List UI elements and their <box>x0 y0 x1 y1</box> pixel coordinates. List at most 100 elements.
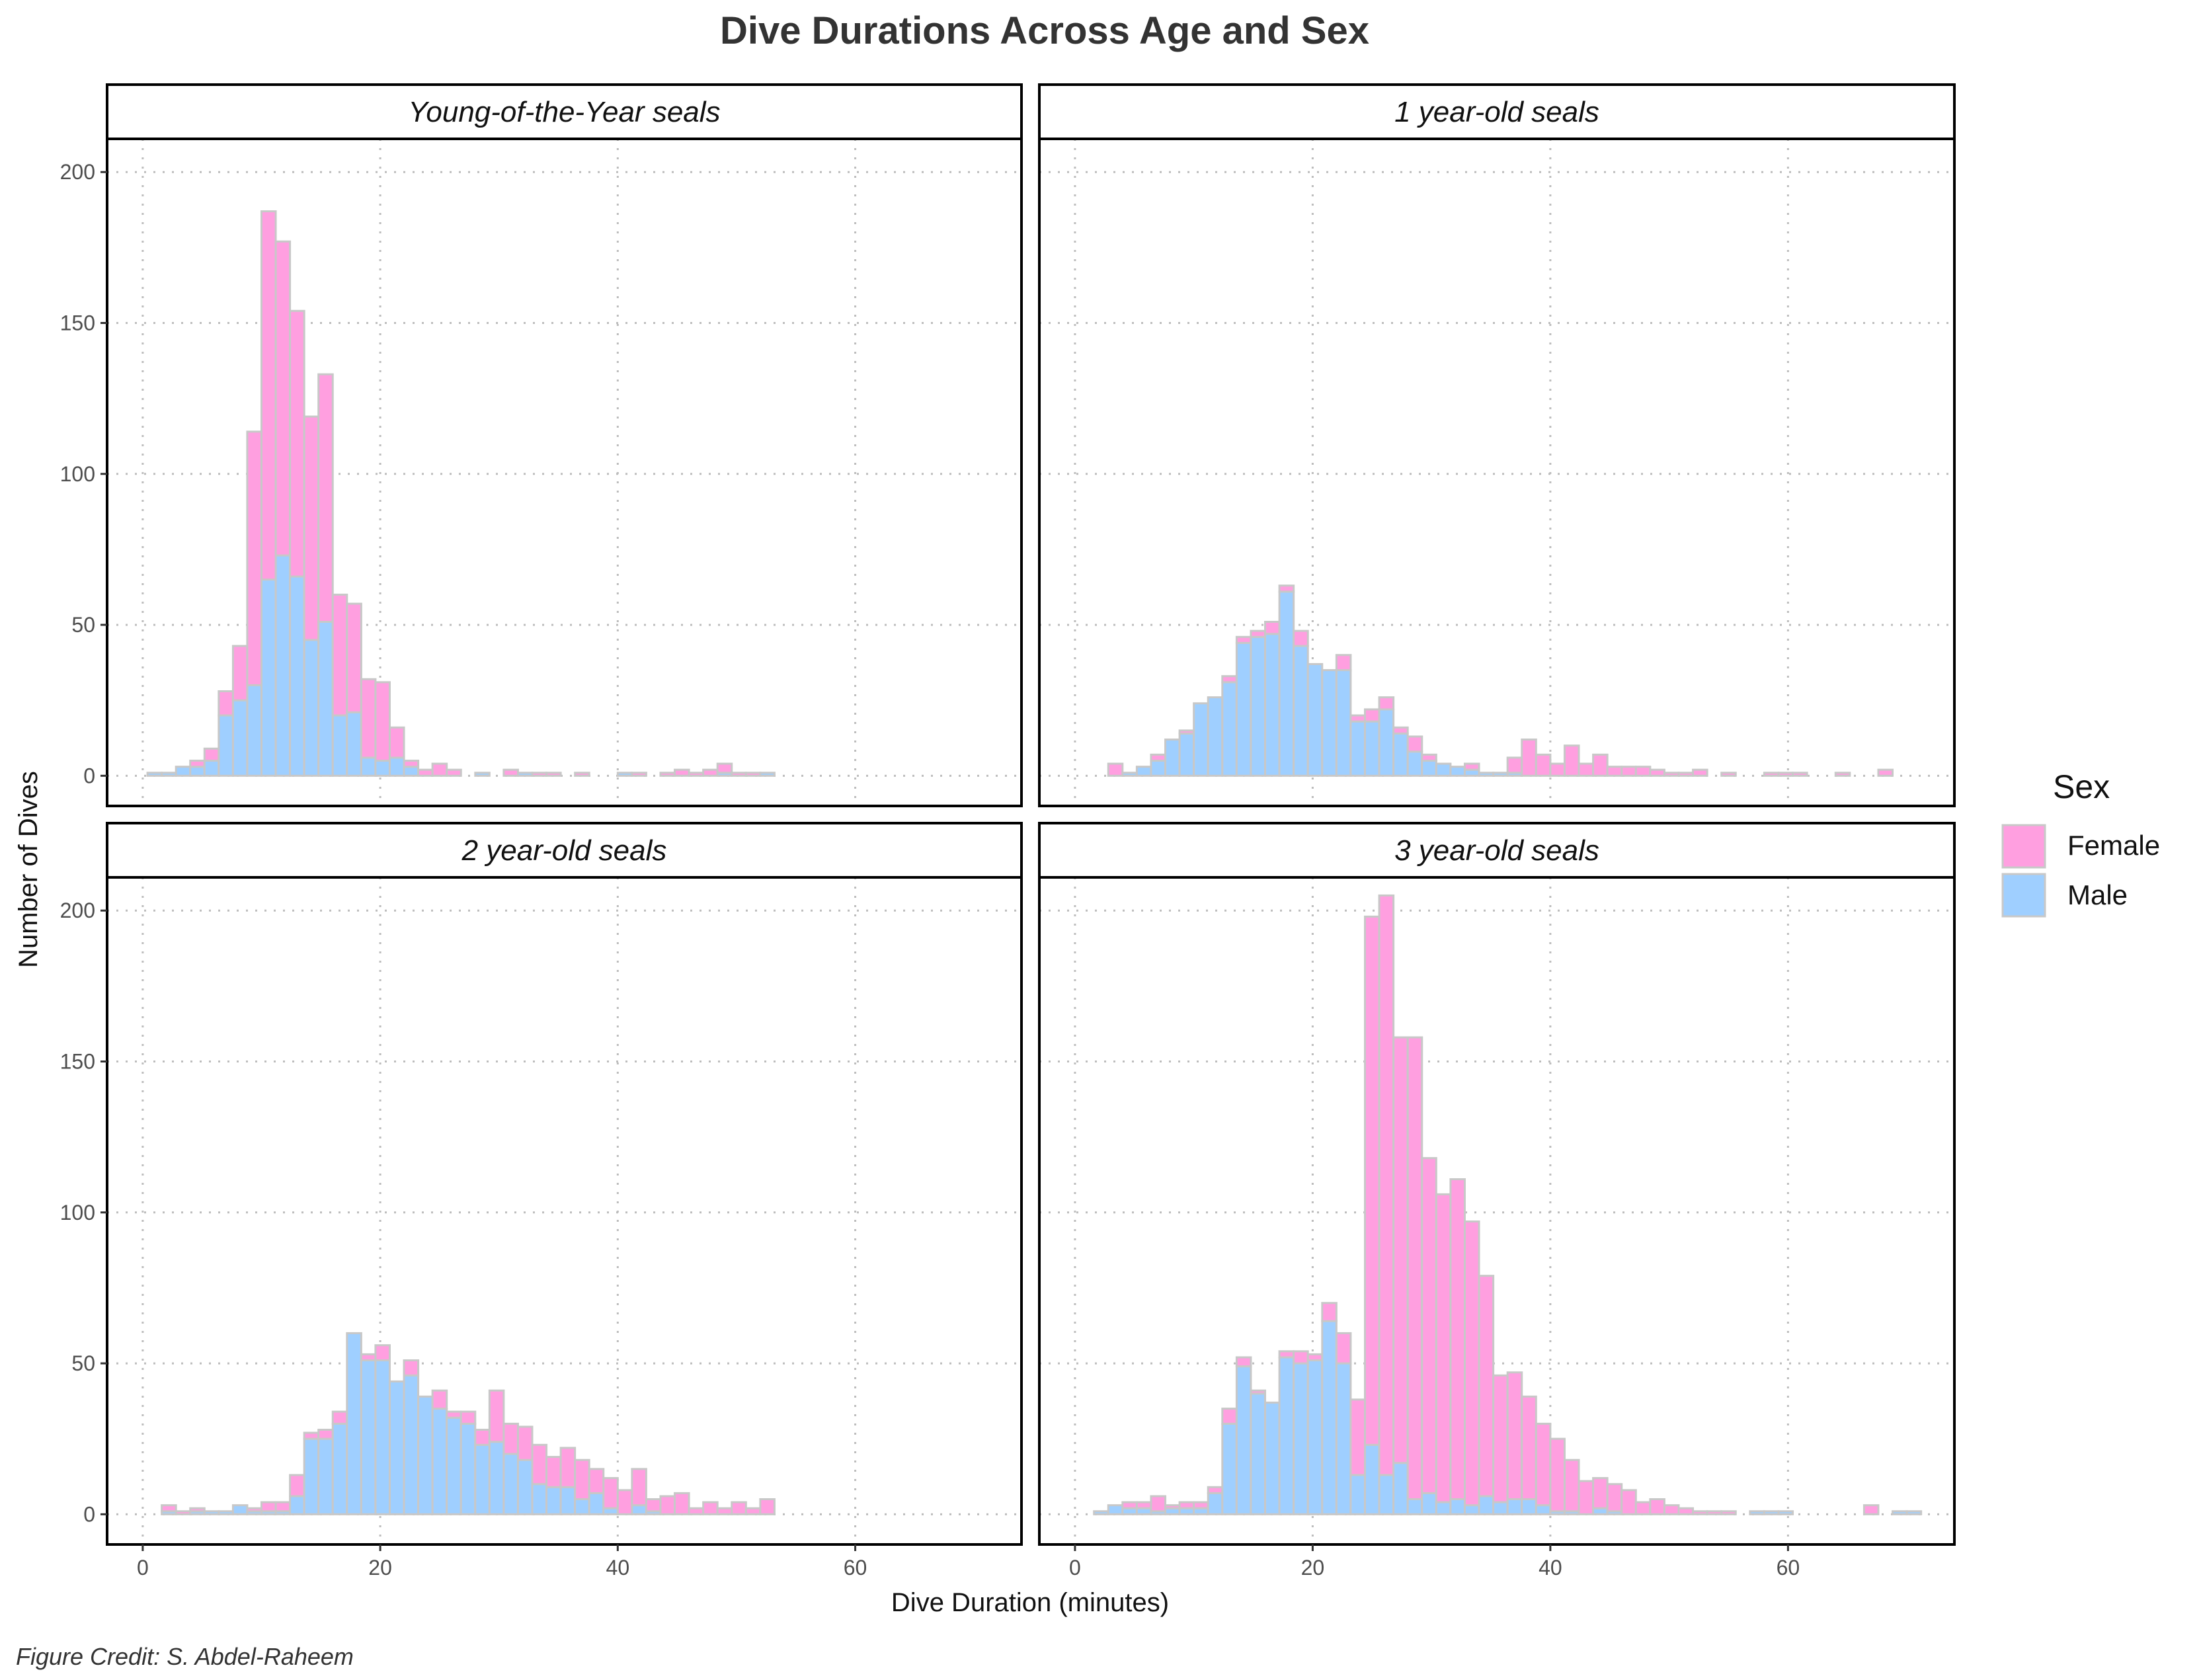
y-tick-label: 150 <box>60 1050 95 1074</box>
facet-panel: Young-of-the-Year seals <box>106 83 1023 807</box>
facet-panel: 3 year-old seals <box>1038 822 1956 1546</box>
bar-female <box>731 772 747 777</box>
bar-male <box>1178 732 1195 777</box>
bar-male <box>1193 702 1209 777</box>
bar-male <box>331 1422 348 1515</box>
bar-female <box>360 1353 377 1361</box>
bar-female <box>1221 675 1238 684</box>
bar-female <box>1634 766 1652 777</box>
bar-male <box>1392 732 1409 777</box>
bar-male <box>1349 720 1366 777</box>
bar-female <box>303 415 320 641</box>
bar-female <box>1535 753 1552 777</box>
bar-male <box>203 1510 220 1515</box>
bar-female <box>1578 762 1595 777</box>
bar-male <box>289 575 305 777</box>
bar-female <box>744 1507 762 1515</box>
bar-female <box>1563 744 1580 777</box>
bar-female <box>1278 584 1295 593</box>
bar-male <box>1135 766 1152 777</box>
bar-female <box>1207 1486 1224 1494</box>
legend-key-male <box>2001 873 2046 918</box>
bar-male <box>1492 772 1509 777</box>
bar-female <box>1592 1477 1609 1509</box>
bar-female <box>1221 1408 1238 1425</box>
facet-strip-label: Young-of-the-Year seals <box>408 96 720 128</box>
bar-male <box>1506 1498 1523 1515</box>
bar-male <box>631 1504 647 1515</box>
bar-female <box>502 768 519 777</box>
bar-female <box>360 678 377 759</box>
bar-male <box>317 1437 334 1515</box>
bar-female <box>1235 1356 1252 1368</box>
bar-female <box>189 1507 206 1513</box>
bar-female <box>1834 772 1851 777</box>
bar-female <box>260 210 277 581</box>
bar-male <box>317 620 334 777</box>
bar-female <box>1264 620 1281 635</box>
x-tick-label: 60 <box>1777 1556 1800 1580</box>
bar-female <box>1178 729 1195 735</box>
bar-female <box>1335 1332 1352 1365</box>
y-axis: 0 50 100 150 200 0 50 100 150 200 <box>60 160 107 1526</box>
bar-male <box>1221 1422 1238 1515</box>
bar-male <box>1363 720 1381 777</box>
bar-male <box>346 711 362 777</box>
legend-label-male: Male <box>2067 879 2128 910</box>
bar-female <box>1392 726 1409 735</box>
bar-female <box>616 1489 633 1515</box>
bar-female <box>688 772 705 777</box>
facet-panel: 1 year-old seals <box>1038 83 1956 807</box>
bar-female <box>1706 1510 1723 1515</box>
bar-male <box>516 1459 534 1515</box>
bar-male <box>1093 1510 1109 1515</box>
bar-female <box>1164 1504 1181 1509</box>
bar-female <box>1463 1220 1480 1507</box>
bar-male <box>488 1441 505 1515</box>
bar-female <box>1549 1437 1566 1513</box>
bar-female <box>744 772 762 777</box>
bar-female <box>1720 1510 1737 1515</box>
bar-male <box>274 554 292 777</box>
bar-female <box>574 772 590 777</box>
bar-male <box>574 1498 590 1515</box>
bar-male <box>1321 1320 1338 1515</box>
bar-female <box>1150 1495 1167 1513</box>
bar-female <box>1349 1398 1366 1476</box>
bar-male <box>1892 1510 1908 1515</box>
legend-key-female <box>2001 824 2046 869</box>
bar-male <box>1378 1474 1395 1515</box>
bar-male <box>1392 1462 1409 1515</box>
y-tick-label: 50 <box>71 613 95 637</box>
bar-male <box>203 760 220 777</box>
x-tick-label: 60 <box>844 1556 867 1580</box>
bar-male <box>431 1408 448 1515</box>
y-tick-label: 100 <box>60 462 95 486</box>
y-tick-label: 150 <box>60 311 95 335</box>
bar-male <box>1121 772 1138 777</box>
bar-female <box>1777 772 1794 777</box>
bar-male <box>403 1374 420 1515</box>
bar-female <box>346 602 362 713</box>
bar-male <box>474 772 491 777</box>
bar-female <box>559 1447 577 1488</box>
bar-male <box>1435 762 1452 777</box>
bar-female <box>1250 1389 1267 1395</box>
bar-male <box>516 772 534 777</box>
bar-female <box>374 1344 391 1361</box>
bar-female <box>1621 766 1637 777</box>
bar-male <box>1335 669 1352 777</box>
x-tick-label: 20 <box>1301 1556 1325 1580</box>
facet-strip <box>106 822 1023 879</box>
bar-male <box>1378 708 1395 777</box>
bar-female <box>317 373 334 623</box>
bar-male <box>360 756 377 777</box>
legend-title: Sex <box>2053 768 2110 805</box>
bar-female <box>602 1477 619 1509</box>
y-tick-label: 200 <box>60 160 95 184</box>
bar-female <box>759 1498 776 1515</box>
bar-male <box>374 1359 391 1515</box>
bar-female <box>688 1507 705 1515</box>
bar-female <box>488 1389 505 1443</box>
